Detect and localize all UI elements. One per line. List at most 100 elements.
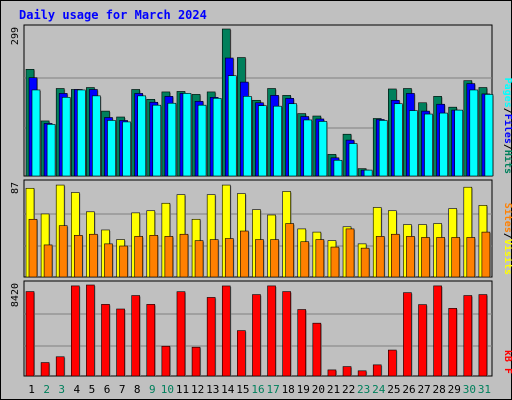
bar-sites [270,239,279,278]
bar-pages [318,121,328,177]
bar-kb-f [131,295,140,377]
y-max-label: 87 [10,182,21,194]
bar-pages [243,96,252,177]
bar-sites [89,233,98,278]
day-label: 14 [221,383,235,396]
day-label: 13 [206,383,219,396]
bar-kb-f [70,285,80,377]
bar-kb-f [463,295,473,377]
bar-sites [285,223,294,278]
bar-pages [61,97,71,177]
bar-pages [107,120,116,177]
bar-kb-f [237,330,246,377]
chart-panels: 299Pages/Files/Hits87Sites/Visits8420kB … [10,24,512,377]
bar-kb-f [161,345,171,377]
bar-sites [194,240,204,278]
bar-sites [149,235,159,278]
legend: kB F [502,350,512,374]
bar-pages [394,103,403,177]
y-max-label: 299 [10,27,21,45]
bar-kb-f [221,285,231,377]
bar-pages [197,104,207,177]
bar-pages [454,109,464,177]
bar-sites [58,225,68,278]
day-label: 18 [282,383,295,396]
legend-separator: / [502,108,512,114]
bar-sites [224,238,234,278]
bar-sites [315,239,325,278]
bar-sites [73,235,83,278]
day-label: 20 [312,383,325,396]
day-label: 6 [104,383,111,396]
bar-pages [76,89,86,177]
bar-sites [300,241,310,278]
y-max-label: 8420 [10,283,21,307]
bar-pages [484,94,494,177]
bar-sites [375,236,385,278]
bar-kb-f [372,364,382,377]
day-labels: 1 2 3 4 5 6 7 8 9 10 11 12 13 14 15 16 17 18 19 20 21 22 23 24 2… [28,383,491,396]
bar-pages [31,89,41,177]
legend-item-files: Files [502,114,512,144]
day-label: 11 [176,383,189,396]
legend-item-pages: Pages [502,78,512,108]
bar-kb-f [86,284,95,377]
bar-kb-f [101,304,110,377]
day-label: 16 [251,383,264,396]
bar-sites [421,237,430,278]
bar-kb-f [418,304,427,377]
bar-sites [179,233,189,278]
day-label: 9 [149,383,156,396]
day-label: 2 [43,383,50,396]
bar-sites [255,239,264,278]
day-label: 1 [28,383,35,396]
bar-sites [481,231,491,278]
bar-pages [152,104,162,177]
bar-sites [436,237,445,278]
bar-kb-f [327,369,337,377]
legend-item-hits: Hits [502,150,512,174]
day-label: 30 [463,383,476,396]
day-label: 7 [119,383,126,396]
bar-pages [273,105,282,177]
day-label: 24 [372,383,386,396]
bar-pages [92,95,101,177]
bar-kb-f [176,291,186,377]
day-label: 23 [357,383,370,396]
bar-sites [345,228,355,278]
bar-kb-f [342,366,352,377]
day-label: 4 [74,383,81,396]
bar-kb-f [448,308,458,377]
day-label: 17 [266,383,279,396]
bar-sites [104,243,113,278]
bar-kb-f [146,304,156,377]
bar-kb-f [206,297,216,377]
bar-pages [363,169,373,177]
day-label: 15 [236,383,249,396]
bar-kb-f [116,308,125,377]
legend-separator: / [502,144,512,150]
bar-sites [466,237,476,278]
bar-sites [209,239,219,278]
bar-pages [424,113,433,177]
day-label: 25 [387,383,400,396]
bar-pages [348,143,358,177]
bar-sites [240,230,249,278]
bar-kb-f [357,370,367,377]
bar-kb-f [191,346,201,377]
bar-pages [182,93,192,177]
bar-sites [119,245,128,278]
day-label: 21 [327,383,340,396]
bar-pages [378,120,388,177]
panel-visits_sites: 87 Sites/Visits [10,179,512,278]
day-label: 3 [58,383,65,396]
bar-sites [164,236,174,278]
panel-kbf: 8420 kB F [10,280,512,377]
bar-pages [333,159,343,177]
bar-kb-f [282,291,291,377]
bar-kb-f [25,291,35,377]
bar-sites [391,233,400,278]
day-label: 22 [342,383,355,396]
